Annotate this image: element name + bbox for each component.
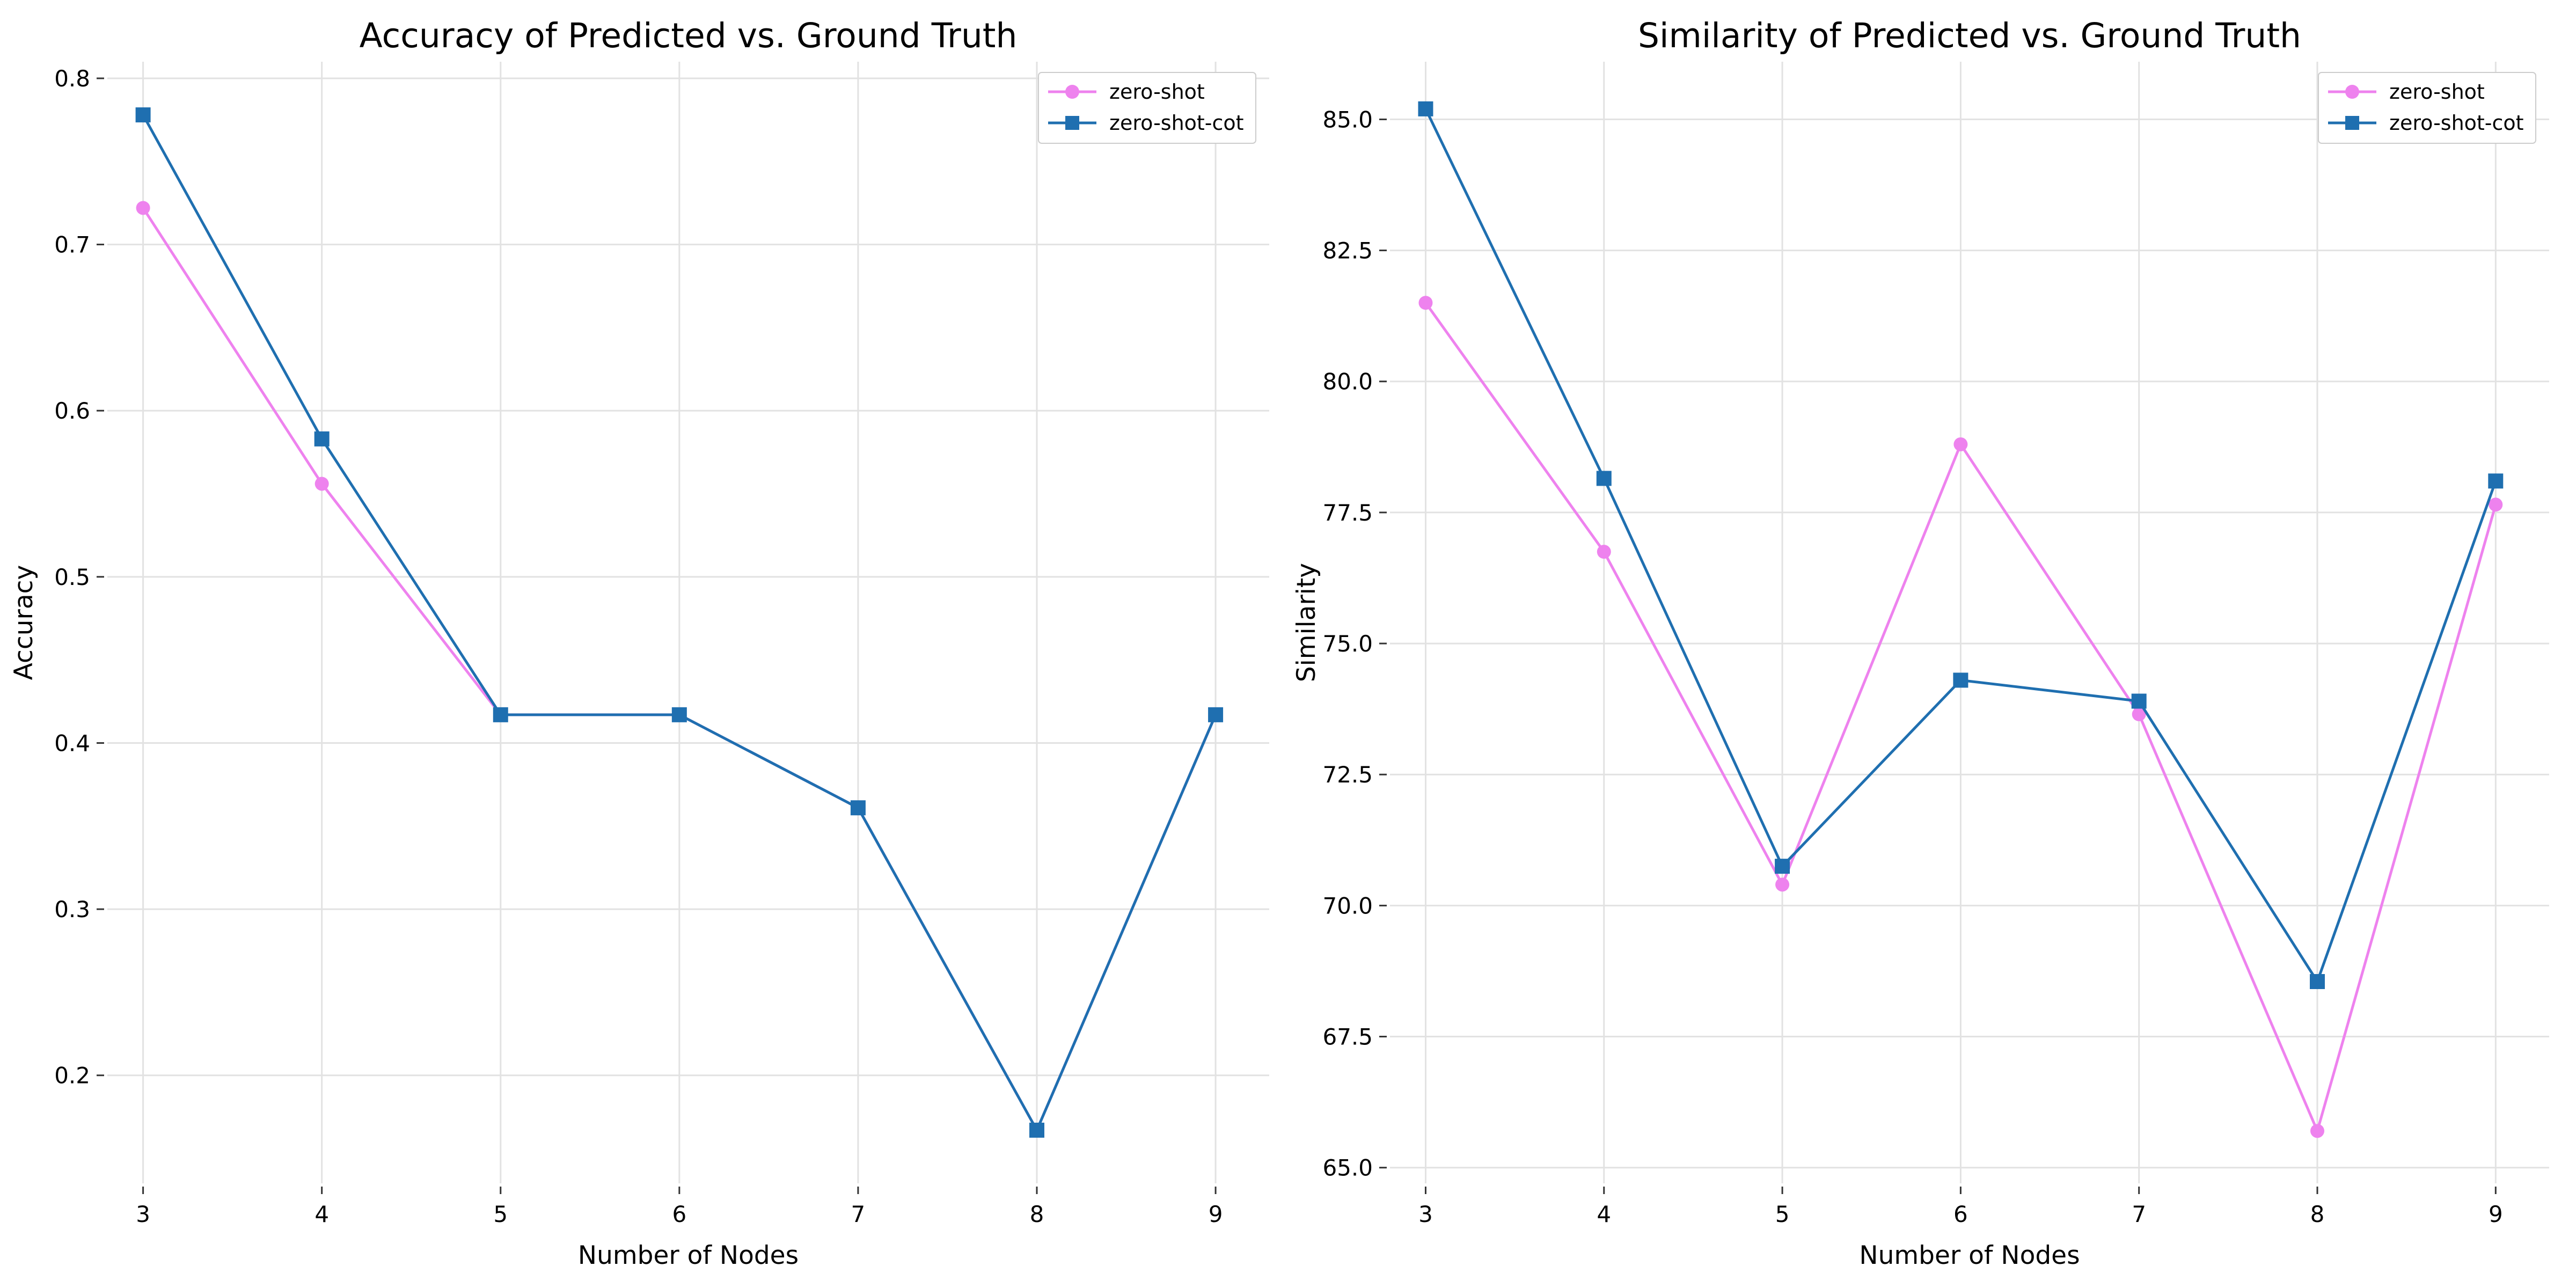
x-tick-label: 8 <box>1030 1201 1044 1227</box>
y-tick-label: 0.5 <box>54 564 90 590</box>
y-tick-label: 0.8 <box>54 65 90 92</box>
y-tick-label: 65.0 <box>1322 1155 1373 1181</box>
x-tick-label: 9 <box>2489 1201 2503 1227</box>
legend-entry-zero-shot-cot: zero-shot-cot <box>1048 111 1244 135</box>
y-axis-label: Accuracy <box>9 565 39 680</box>
y-tick-label: 67.5 <box>1322 1024 1373 1050</box>
chart-title: Similarity of Predicted vs. Ground Truth <box>1638 16 2301 55</box>
y-tick-label: 82.5 <box>1322 238 1373 264</box>
x-tick-label: 6 <box>1953 1201 1968 1227</box>
legend-square-marker-icon <box>2345 116 2359 130</box>
x-axis-label: Number of Nodes <box>1859 1241 2080 1270</box>
accuracy-chart-panel: 3 4 5 6 7 8 9 0.2 0.3 0.4 0.5 0.6 0.7 0.8 Accuracy o… <box>9 16 1269 1270</box>
data-point-zero-shot <box>136 201 150 215</box>
similarity-chart-panel: 3 4 5 6 7 8 9 65.0 67.5 70.0 72.5 75.0 77.5 80.0 82.5… <box>1292 16 2549 1270</box>
data-point-zero-shot <box>2489 497 2503 512</box>
y-tick-label: 77.5 <box>1322 500 1373 526</box>
data-point-zero-shot-cot <box>1775 859 1790 874</box>
legend-circle-marker-icon <box>2345 85 2359 99</box>
x-axis-label: Number of Nodes <box>578 1241 799 1270</box>
data-point-zero-shot-cot <box>1953 672 1968 688</box>
legend-label: zero-shot <box>1109 80 1205 104</box>
data-point-zero-shot <box>1597 545 1611 559</box>
x-tick-label: 3 <box>136 1201 150 1227</box>
y-tick-label: 0.2 <box>54 1063 90 1089</box>
data-point-zero-shot-cot <box>850 800 866 816</box>
data-point-zero-shot-cot <box>1029 1122 1044 1138</box>
y-tick-label: 0.4 <box>54 730 90 756</box>
data-point-zero-shot-cot <box>2310 974 2325 989</box>
legend-entry-zero-shot-cot: zero-shot-cot <box>2328 111 2524 135</box>
data-point-zero-shot-cot <box>2131 693 2147 709</box>
data-point-zero-shot-cot <box>2488 473 2504 489</box>
data-point-zero-shot <box>2132 707 2146 721</box>
legend-label: zero-shot-cot <box>1109 111 1244 135</box>
y-tick-label: 80.0 <box>1322 369 1373 395</box>
data-point-zero-shot <box>1418 296 1433 310</box>
legend: zero-shot zero-shot-cot <box>2318 72 2536 144</box>
data-point-zero-shot-cot <box>1208 707 1224 722</box>
data-point-zero-shot <box>1775 877 1790 892</box>
y-tick-label: 85.0 <box>1322 106 1373 133</box>
x-tick-label: 5 <box>1775 1201 1790 1227</box>
x-tick-label: 3 <box>1418 1201 1433 1227</box>
data-point-zero-shot <box>314 477 329 491</box>
x-tick-label: 7 <box>851 1201 866 1227</box>
x-tick-label: 7 <box>2132 1201 2146 1227</box>
x-tick-label: 6 <box>672 1201 686 1227</box>
data-point-zero-shot <box>2310 1124 2324 1138</box>
x-tick-label: 8 <box>2310 1201 2325 1227</box>
data-point-zero-shot <box>1953 437 1968 451</box>
data-point-zero-shot-cot <box>314 431 330 447</box>
legend-entry-zero-shot: zero-shot <box>1048 80 1205 104</box>
data-point-zero-shot-cot <box>671 707 687 722</box>
legend-circle-marker-icon <box>1065 85 1079 99</box>
legend: zero-shot zero-shot-cot <box>1038 72 1256 144</box>
y-tick-label: 0.7 <box>54 232 90 258</box>
y-axis-label: Similarity <box>1292 563 1321 682</box>
legend-entry-zero-shot: zero-shot <box>2328 80 2485 104</box>
y-tick-label: 0.6 <box>54 398 90 424</box>
chart-title: Accuracy of Predicted vs. Ground Truth <box>360 16 1018 55</box>
y-tick-label: 72.5 <box>1322 762 1373 788</box>
y-tick-label: 75.0 <box>1322 631 1373 657</box>
y-tick-label: 70.0 <box>1322 892 1373 919</box>
data-point-zero-shot-cot <box>1418 101 1433 116</box>
legend-label: zero-shot-cot <box>2389 111 2524 135</box>
data-point-zero-shot-cot <box>493 707 508 722</box>
legend-square-marker-icon <box>1065 116 1079 130</box>
x-tick-label: 4 <box>1597 1201 1611 1227</box>
x-tick-label: 9 <box>1209 1201 1223 1227</box>
legend-label: zero-shot <box>2389 80 2485 104</box>
data-point-zero-shot-cot <box>135 107 151 123</box>
y-tick-label: 0.3 <box>54 896 90 923</box>
x-tick-label: 4 <box>314 1201 329 1227</box>
x-tick-label: 5 <box>493 1201 508 1227</box>
data-point-zero-shot-cot <box>1596 471 1612 486</box>
